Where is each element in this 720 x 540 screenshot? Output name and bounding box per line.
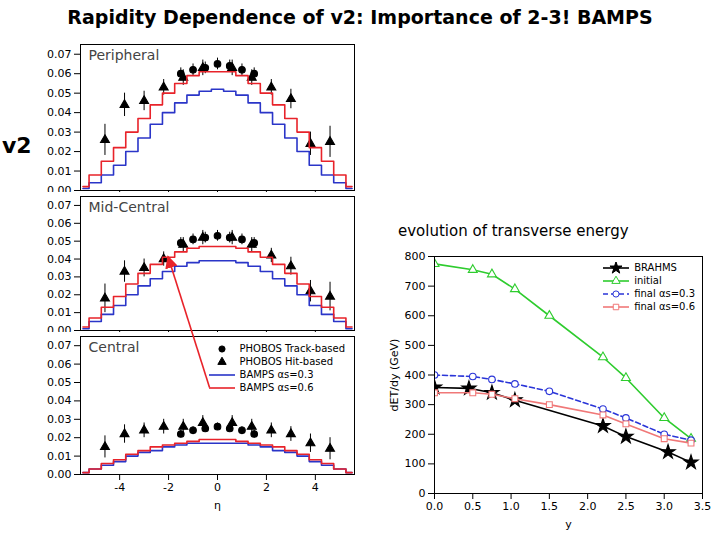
svg-text:3.5: 3.5 <box>694 500 712 513</box>
svg-text:600: 600 <box>405 309 426 322</box>
svg-text:0.02: 0.02 <box>47 145 72 158</box>
html-text:final αs=0.3: final αs=0.3 <box>634 288 695 299</box>
svg-text:0: 0 <box>419 487 426 500</box>
html-text:PHOBOS Track-based: PHOBOS Track-based <box>239 343 345 354</box>
svg-text:500: 500 <box>405 339 426 352</box>
svg-text:0.01: 0.01 <box>47 450 72 463</box>
svg-text:0.04: 0.04 <box>47 394 72 407</box>
svg-text:Central: Central <box>89 339 140 355</box>
html-text:Rapidity Dependence of v2: Imp: Rapidity Dependence of v2: Importance of… <box>67 6 653 28</box>
svg-text:y: y <box>565 518 572 531</box>
svg-text:0.00: 0.00 <box>47 184 72 192</box>
html-text:BRAHMS: BRAHMS <box>634 262 677 273</box>
svg-text:4: 4 <box>312 481 319 494</box>
svg-text:200: 200 <box>405 428 426 441</box>
svg-text:400: 400 <box>405 369 426 382</box>
svg-text:2.0: 2.0 <box>579 500 597 513</box>
svg-text:0.06: 0.06 <box>47 217 72 230</box>
html-text:v2: v2 <box>2 133 32 158</box>
svg-text:Mid-Central: Mid-Central <box>89 199 170 215</box>
svg-text:0.07: 0.07 <box>47 199 72 212</box>
svg-text:0.00: 0.00 <box>47 324 72 332</box>
svg-text:1.5: 1.5 <box>541 500 559 513</box>
svg-text:300: 300 <box>405 398 426 411</box>
html-text:BAMPS αs=0.3: BAMPS αs=0.3 <box>239 369 314 380</box>
svg-text:0: 0 <box>214 481 221 494</box>
svg-text:-4: -4 <box>114 481 125 494</box>
svg-text:0.0: 0.0 <box>426 500 444 513</box>
svg-text:800: 800 <box>405 250 426 263</box>
svg-text:η: η <box>214 499 221 512</box>
svg-text:2.5: 2.5 <box>617 500 635 513</box>
html-text:final αs=0.6: final αs=0.6 <box>634 301 695 312</box>
svg-text:0.05: 0.05 <box>47 87 72 100</box>
svg-text:-2: -2 <box>163 481 174 494</box>
svg-text:0.02: 0.02 <box>47 288 72 301</box>
svg-text:0.01: 0.01 <box>47 306 72 319</box>
svg-text:0.07: 0.07 <box>47 48 72 61</box>
svg-text:100: 100 <box>405 457 426 470</box>
svg-text:0.06: 0.06 <box>47 358 72 371</box>
svg-text:0.06: 0.06 <box>47 67 72 80</box>
svg-text:1.0: 1.0 <box>502 500 520 513</box>
svg-text:0.02: 0.02 <box>47 431 72 444</box>
svg-text:0.04: 0.04 <box>47 106 72 119</box>
html-text:evolution of transverse energy: evolution of transverse energy <box>398 222 629 240</box>
svg-text:Peripheral: Peripheral <box>89 47 160 63</box>
svg-text:0.01: 0.01 <box>47 165 72 178</box>
svg-text:0.04: 0.04 <box>47 253 72 266</box>
svg-text:0.03: 0.03 <box>47 126 72 139</box>
html-text:PHOBOS Hit-based: PHOBOS Hit-based <box>239 356 333 367</box>
svg-text:2: 2 <box>263 481 270 494</box>
svg-text:0.00: 0.00 <box>47 468 72 481</box>
svg-text:700: 700 <box>405 280 426 293</box>
svg-text:0.05: 0.05 <box>47 376 72 389</box>
html-text:BAMPS αs=0.6: BAMPS αs=0.6 <box>239 382 314 393</box>
svg-text:0.03: 0.03 <box>47 413 72 426</box>
svg-text:0.03: 0.03 <box>47 270 72 283</box>
svg-text:0.05: 0.05 <box>47 235 72 248</box>
svg-text:0.07: 0.07 <box>47 339 72 352</box>
svg-text:dET/dy (GeV): dET/dy (GeV) <box>388 339 401 412</box>
svg-text:0.5: 0.5 <box>464 500 482 513</box>
html-text:initial: initial <box>634 275 662 286</box>
svg-text:3.0: 3.0 <box>655 500 673 513</box>
